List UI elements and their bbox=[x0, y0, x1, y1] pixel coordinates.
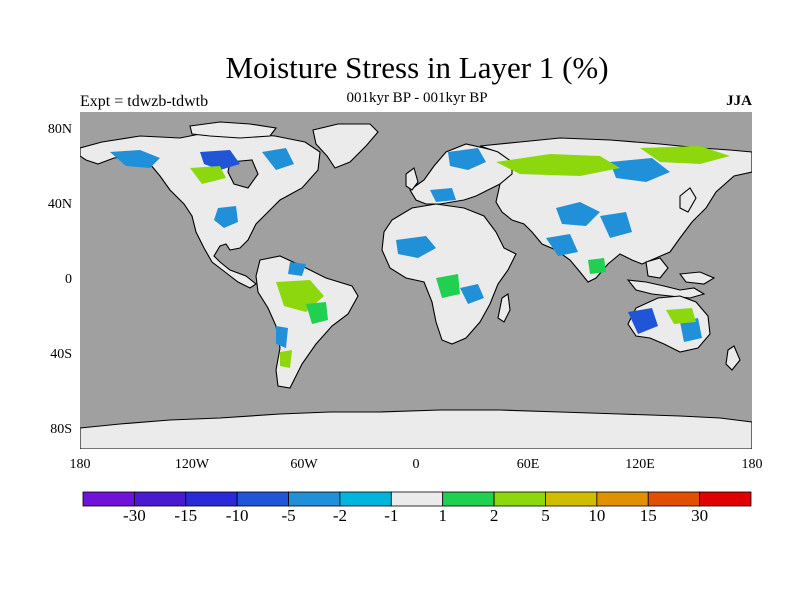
colorbar-swatch bbox=[699, 491, 752, 507]
colorbar-swatch bbox=[442, 491, 495, 507]
colorbar-swatch bbox=[596, 491, 649, 507]
patch-eafrica-blue bbox=[460, 284, 484, 304]
colorbar-swatch bbox=[647, 491, 701, 507]
colorbar-swatch bbox=[390, 491, 444, 507]
experiment-label: Expt = tdwzb-tdwtb bbox=[80, 93, 209, 110]
patch-tibet-blue bbox=[556, 202, 600, 226]
lon-tick-label: 0 bbox=[412, 457, 420, 472]
colorbar-swatch bbox=[185, 491, 238, 507]
colorbar-label: -5 bbox=[281, 506, 296, 525]
patch-sahel-blue bbox=[396, 236, 436, 258]
antarctica bbox=[80, 409, 752, 449]
lon-tick-label: 60W bbox=[290, 457, 318, 472]
lat-tick-label: 80N bbox=[47, 122, 72, 137]
patch-venezuela-blue bbox=[288, 262, 306, 276]
colorbar-label: -1 bbox=[384, 506, 399, 525]
lat-tick-label: 40N bbox=[47, 197, 72, 212]
lon-tick-label: 60E bbox=[516, 457, 540, 472]
colorbar-label: -10 bbox=[225, 506, 249, 525]
patch-argentina-green bbox=[280, 350, 292, 368]
patch-india-blue bbox=[546, 234, 578, 256]
colorbar-swatch bbox=[236, 491, 289, 507]
colorbar bbox=[82, 491, 752, 507]
patch-europe-blue bbox=[430, 188, 456, 202]
colorbar-label: 5 bbox=[541, 506, 550, 525]
patch-china-blue bbox=[600, 212, 632, 238]
patch-seasia-green bbox=[588, 258, 606, 274]
lat-tick-label: 80S bbox=[50, 422, 72, 437]
map-canvas bbox=[80, 112, 752, 449]
season-label: JJA bbox=[726, 93, 752, 109]
colorbar-swatch bbox=[133, 491, 187, 507]
map-subtitle: 001kyr BP - 001kyr BP bbox=[346, 90, 488, 106]
new-zealand bbox=[725, 345, 741, 371]
patch-scandinavia-blue bbox=[448, 148, 486, 170]
indonesia bbox=[626, 279, 706, 299]
patch-easternaus-blue bbox=[680, 318, 702, 342]
colorbar-label: -15 bbox=[174, 506, 198, 525]
lon-tick-label: 120E bbox=[625, 457, 655, 472]
japan bbox=[679, 187, 697, 213]
patch-eastsiberia-green bbox=[640, 146, 730, 164]
lon-tick-label: 180 bbox=[741, 457, 763, 472]
patch-us-blue bbox=[214, 206, 238, 228]
arctic-islands bbox=[189, 121, 277, 139]
lon-tick-label: 120W bbox=[174, 457, 210, 472]
patch-australia-blue bbox=[628, 308, 658, 334]
borneo bbox=[645, 257, 669, 279]
patch-brazil-green bbox=[306, 302, 328, 324]
lat-tick-label: 40S bbox=[50, 347, 72, 362]
patch-congo-green bbox=[436, 274, 460, 298]
patch-canada-blue bbox=[200, 150, 240, 170]
colorbar-swatch bbox=[545, 491, 598, 507]
colorbar-swatch bbox=[288, 491, 341, 507]
colorbar-label: 1 bbox=[438, 506, 447, 525]
colorbar-label: 15 bbox=[639, 506, 657, 525]
colorbar-label: 10 bbox=[588, 506, 606, 525]
north-america bbox=[80, 131, 321, 289]
patch-chile-blue bbox=[276, 326, 288, 348]
hudson-bay bbox=[227, 159, 259, 189]
colorbar-swatch bbox=[82, 491, 135, 507]
madagascar bbox=[497, 293, 511, 323]
greenland bbox=[312, 123, 379, 169]
patch-siberia-blue bbox=[610, 158, 670, 182]
patch-russia-green bbox=[496, 154, 620, 176]
lon-tick-label: 180 bbox=[69, 457, 91, 472]
new-guinea bbox=[678, 271, 716, 285]
uk bbox=[405, 167, 419, 191]
world-map bbox=[80, 112, 752, 449]
patch-alaska-blue bbox=[110, 150, 160, 168]
colorbar-label: 2 bbox=[489, 506, 499, 525]
map-title: Moisture Stress in Layer 1 (%) bbox=[225, 50, 609, 85]
lat-tick-label: 0 bbox=[65, 272, 72, 287]
colorbar-swatch bbox=[339, 491, 392, 507]
patch-labrador-blue bbox=[262, 148, 294, 170]
patch-northaus-green bbox=[666, 308, 696, 324]
colorbar-label: -2 bbox=[332, 506, 347, 525]
patch-prairies-green bbox=[190, 166, 226, 184]
colorbar-label: -30 bbox=[123, 506, 146, 525]
colorbar-label: 30 bbox=[691, 506, 709, 525]
stress-shading bbox=[110, 146, 730, 368]
colorbar-swatch bbox=[493, 491, 546, 507]
